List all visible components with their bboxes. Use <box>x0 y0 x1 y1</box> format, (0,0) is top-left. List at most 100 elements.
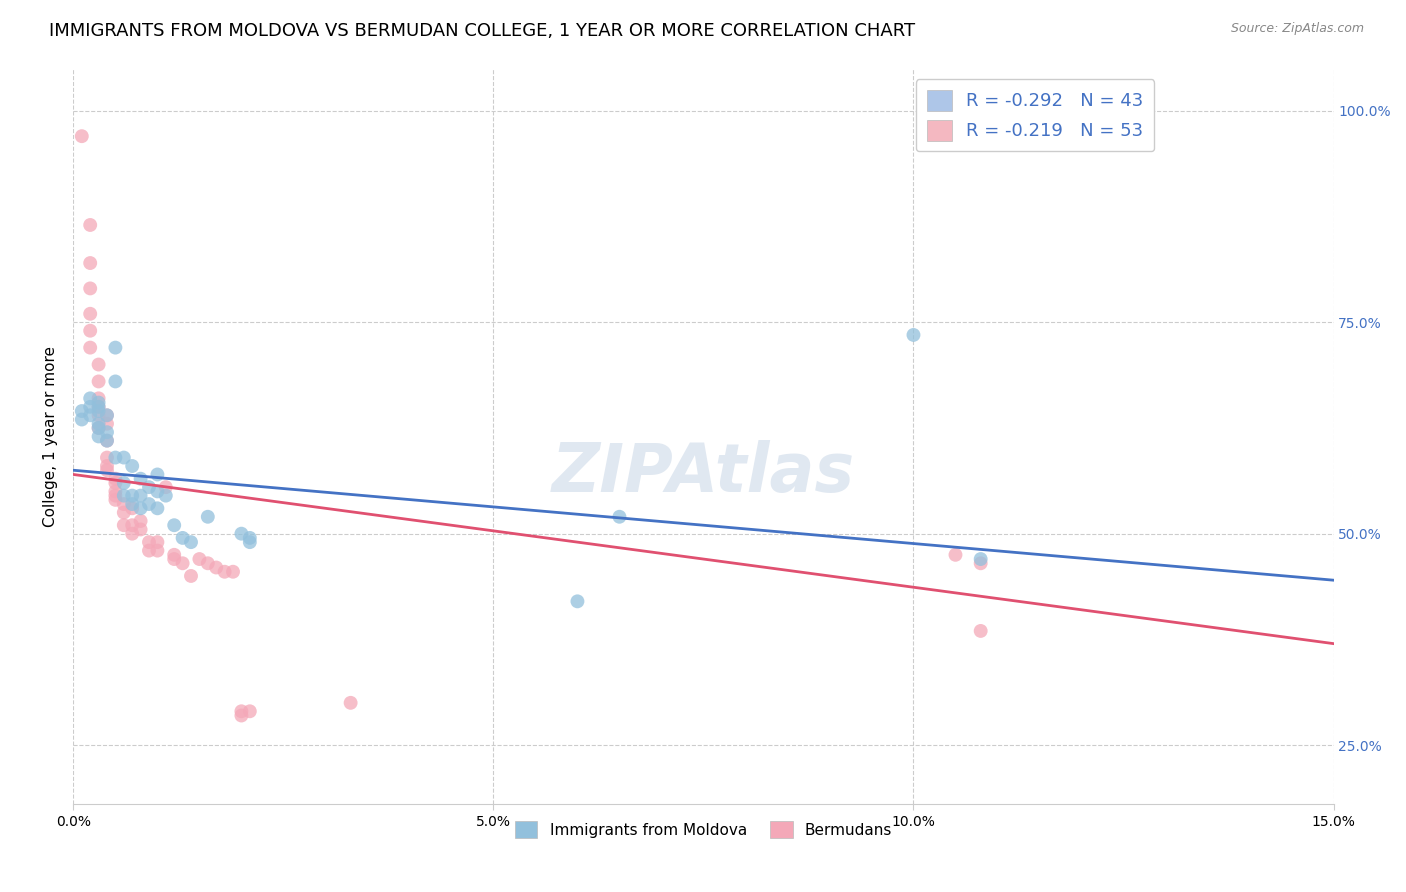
Point <box>146 501 169 516</box>
Point <box>79 400 101 414</box>
Point <box>214 565 236 579</box>
Point <box>104 472 127 486</box>
Point <box>104 450 127 465</box>
Point <box>87 395 110 409</box>
Point <box>205 560 228 574</box>
Point <box>79 392 101 406</box>
Point <box>222 565 245 579</box>
Point <box>96 434 118 448</box>
Point <box>121 489 143 503</box>
Legend: Immigrants from Moldova, Bermudans: Immigrants from Moldova, Bermudans <box>509 814 898 845</box>
Point <box>96 450 118 465</box>
Point <box>70 404 93 418</box>
Point <box>138 535 160 549</box>
Text: IMMIGRANTS FROM MOLDOVA VS BERMUDAN COLLEGE, 1 YEAR OR MORE CORRELATION CHART: IMMIGRANTS FROM MOLDOVA VS BERMUDAN COLL… <box>49 22 915 40</box>
Point <box>945 548 967 562</box>
Point <box>79 256 101 270</box>
Point <box>104 375 127 389</box>
Point <box>239 535 262 549</box>
Point <box>180 569 202 583</box>
Point <box>87 409 110 423</box>
Point <box>121 458 143 473</box>
Point <box>146 543 169 558</box>
Point <box>112 518 135 533</box>
Point <box>96 409 118 423</box>
Point <box>87 392 110 406</box>
Point <box>79 281 101 295</box>
Point <box>231 704 253 718</box>
Text: Source: ZipAtlas.com: Source: ZipAtlas.com <box>1230 22 1364 36</box>
Point <box>129 514 152 528</box>
Point <box>96 417 118 431</box>
Point <box>969 552 991 566</box>
Point <box>79 341 101 355</box>
Point <box>79 307 101 321</box>
Point <box>969 556 991 570</box>
Point <box>172 556 194 570</box>
Point <box>79 409 101 423</box>
Point <box>163 518 186 533</box>
Point <box>197 509 219 524</box>
Point <box>96 425 118 440</box>
Point <box>138 480 160 494</box>
Point <box>903 327 925 342</box>
Point <box>231 526 253 541</box>
Point <box>96 463 118 477</box>
Point <box>87 400 110 414</box>
Point <box>70 412 93 426</box>
Point <box>129 501 152 516</box>
Text: ZIPAtlas: ZIPAtlas <box>553 441 855 506</box>
Point <box>121 518 143 533</box>
Point <box>155 489 177 503</box>
Point <box>969 624 991 638</box>
Point <box>129 489 152 503</box>
Point <box>87 375 110 389</box>
Point <box>87 400 110 414</box>
Point <box>87 429 110 443</box>
Point <box>87 417 110 431</box>
Point <box>112 489 135 503</box>
Point <box>96 458 118 473</box>
Point <box>96 409 118 423</box>
Point <box>180 535 202 549</box>
Point <box>231 708 253 723</box>
Point <box>121 497 143 511</box>
Point <box>146 535 169 549</box>
Point <box>138 497 160 511</box>
Point <box>70 129 93 144</box>
Point <box>567 594 589 608</box>
Point <box>79 218 101 232</box>
Point <box>121 526 143 541</box>
Point <box>146 484 169 499</box>
Point <box>104 489 127 503</box>
Point <box>112 450 135 465</box>
Point <box>239 704 262 718</box>
Point <box>112 506 135 520</box>
Point <box>87 404 110 418</box>
Point <box>104 484 127 499</box>
Point <box>129 472 152 486</box>
Point <box>138 543 160 558</box>
Point <box>112 475 135 490</box>
Point <box>146 467 169 482</box>
Point <box>87 421 110 435</box>
Point <box>163 548 186 562</box>
Point <box>339 696 361 710</box>
Point <box>121 501 143 516</box>
Y-axis label: College, 1 year or more: College, 1 year or more <box>44 346 58 527</box>
Point <box>104 492 127 507</box>
Point <box>87 358 110 372</box>
Point <box>79 324 101 338</box>
Point <box>609 509 631 524</box>
Point <box>87 421 110 435</box>
Point <box>112 497 135 511</box>
Point <box>239 531 262 545</box>
Point <box>197 556 219 570</box>
Point <box>163 552 186 566</box>
Point <box>172 531 194 545</box>
Point <box>129 523 152 537</box>
Point <box>155 480 177 494</box>
Point <box>104 341 127 355</box>
Point <box>188 552 211 566</box>
Point <box>96 434 118 448</box>
